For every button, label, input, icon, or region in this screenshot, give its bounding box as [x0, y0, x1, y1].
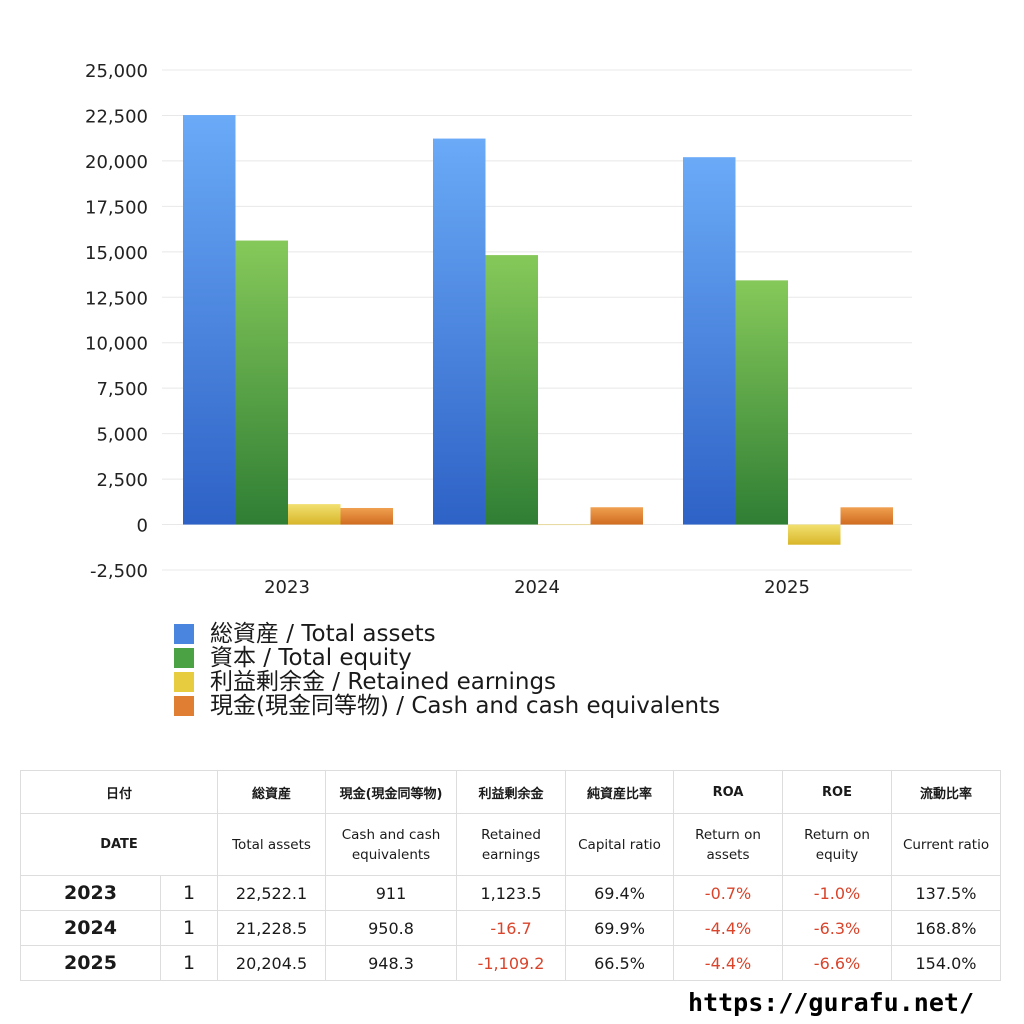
x-tick-label: 2024 [514, 577, 560, 598]
legend-swatch [174, 624, 194, 644]
cell-roe: -6.6% [782, 945, 893, 981]
x-axis: 2023 2024 2025 [264, 577, 810, 598]
cell-capital-ratio: 69.9% [565, 910, 675, 946]
legend-item-total-equity: 資本 / Total equity [174, 646, 720, 670]
bar-2023-1 [235, 240, 288, 525]
col-header-cash-en: Cash and cash equivalents [325, 813, 458, 876]
y-tick-label: -2,500 [90, 561, 148, 582]
col-header-total-assets-jp: 総資産 [217, 770, 327, 814]
col-header-roe-jp: ROE [782, 770, 893, 814]
cell-year: 2024 [20, 910, 161, 946]
col-header-total-assets-en: Total assets [217, 813, 327, 876]
cell-year: 2023 [20, 875, 161, 911]
cell-index: 1 [159, 945, 219, 981]
y-tick-label: 5,000 [96, 425, 148, 446]
legend-label: 総資産 / Total assets [210, 621, 436, 647]
cell-roe: -1.0% [782, 875, 893, 911]
col-header-roa-jp: ROA [673, 770, 784, 814]
legend-swatch [174, 696, 194, 716]
legend-label: 利益剰余金 / Retained earnings [210, 669, 557, 695]
y-tick-label: 7,500 [96, 379, 148, 400]
y-tick-label: 10,000 [85, 334, 148, 355]
cell-current-ratio: 168.8% [891, 910, 1002, 946]
cell-current-ratio: 137.5% [891, 875, 1002, 911]
table-row: 2025 1 20,204.5 948.3 -1,109.2 66.5% -4.… [20, 945, 1002, 981]
col-header-roa-en: Return on assets [673, 813, 784, 876]
cell-cash: 911 [325, 875, 458, 911]
cell-retained: 1,123.5 [456, 875, 567, 911]
legend-item-cash: 現金(現金同等物) / Cash and cash equivalents [174, 694, 720, 718]
cell-roe: -6.3% [782, 910, 893, 946]
cell-total-assets: 22,522.1 [217, 875, 327, 911]
cell-capital-ratio: 69.4% [565, 875, 675, 911]
cell-total-assets: 20,204.5 [217, 945, 327, 981]
cell-roa: -4.4% [673, 945, 784, 981]
cell-capital-ratio: 66.5% [565, 945, 675, 981]
y-tick-label: 12,500 [85, 288, 148, 309]
bar-2023-2 [288, 504, 341, 525]
col-header-retained-jp: 利益剰余金 [456, 770, 567, 814]
bar-2024-1 [485, 255, 538, 525]
col-header-cash-jp: 現金(現金同等物) [325, 770, 458, 814]
bar-2023-0 [183, 115, 236, 525]
col-header-current-ratio-en: Current ratio [891, 813, 1002, 876]
cell-index: 1 [159, 875, 219, 911]
cell-retained: -16.7 [456, 910, 567, 946]
legend-item-retained-earnings: 利益剰余金 / Retained earnings [174, 670, 720, 694]
cell-roa: -0.7% [673, 875, 784, 911]
col-header-retained-en: Retained earnings [456, 813, 567, 876]
bar-2023-3 [340, 507, 393, 525]
col-header-date-jp: 日付 [19, 770, 219, 814]
bar-2025-0 [683, 157, 736, 525]
source-url: https://gurafu.net/ [688, 988, 974, 1017]
table-row: 2023 1 22,522.1 911 1,123.5 69.4% -0.7% … [20, 875, 1002, 911]
col-header-date-en: DATE [19, 813, 219, 876]
bar-2024-2 [538, 524, 591, 526]
bar-chart: 25,000 22,500 20,000 17,500 15,000 12,500 10,0… [85, 61, 912, 598]
col-header-capital-ratio-jp: 純資産比率 [565, 770, 675, 814]
y-tick-label: 25,000 [85, 61, 148, 82]
cell-total-assets: 21,228.5 [217, 910, 327, 946]
table-header-row-en: DATE Total assets Cash and cash equivale… [19, 813, 1002, 876]
bar-2024-3 [590, 507, 643, 525]
cell-roa: -4.4% [673, 910, 784, 946]
y-tick-label: 17,500 [85, 197, 148, 218]
cell-year: 2025 [20, 945, 161, 981]
cell-retained: -1,109.2 [456, 945, 567, 981]
legend: 総資産 / Total assets 資本 / Total equity 利益剰… [174, 622, 720, 718]
col-header-roe-en: Return on equity [782, 813, 893, 876]
bar-2025-2 [788, 524, 841, 545]
bar-2024-0 [433, 138, 486, 525]
x-tick-label: 2023 [264, 577, 310, 598]
y-tick-label: 0 [137, 516, 148, 537]
x-tick-label: 2025 [764, 577, 810, 598]
cell-current-ratio: 154.0% [891, 945, 1002, 981]
y-tick-label: 2,500 [96, 470, 148, 491]
legend-swatch [174, 672, 194, 692]
legend-swatch [174, 648, 194, 668]
col-header-current-ratio-jp: 流動比率 [891, 770, 1002, 814]
legend-label: 資本 / Total equity [210, 645, 412, 671]
col-header-capital-ratio-en: Capital ratio [565, 813, 675, 876]
cell-index: 1 [159, 910, 219, 946]
table-header-row-jp: 日付 総資産 現金(現金同等物) 利益剰余金 純資産比率 ROA ROE 流動比… [19, 770, 1002, 814]
bar-2025-1 [735, 280, 788, 525]
legend-label: 現金(現金同等物) / Cash and cash equivalents [210, 693, 721, 719]
table-row: 2024 1 21,228.5 950.8 -16.7 69.9% -4.4% … [20, 910, 1002, 946]
bars [183, 115, 893, 545]
y-axis: 25,000 22,500 20,000 17,500 15,000 12,500 10,0… [85, 61, 148, 582]
y-tick-label: 15,000 [85, 243, 148, 264]
y-tick-label: 22,500 [85, 106, 148, 127]
financial-metrics-table: 日付 総資産 現金(現金同等物) 利益剰余金 純資産比率 ROA ROE 流動比… [19, 770, 1002, 981]
legend-item-total-assets: 総資産 / Total assets [174, 622, 720, 646]
cell-cash: 950.8 [325, 910, 458, 946]
bar-2025-3 [840, 507, 893, 525]
cell-cash: 948.3 [325, 945, 458, 981]
y-tick-label: 20,000 [85, 152, 148, 173]
